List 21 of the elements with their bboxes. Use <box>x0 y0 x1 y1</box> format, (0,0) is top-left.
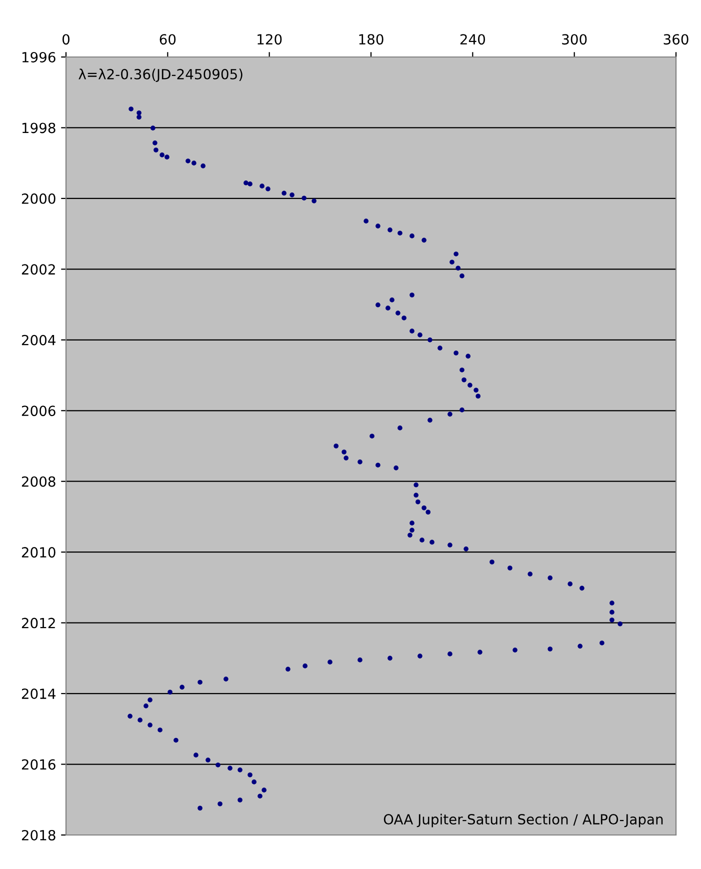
y-tick-label: 1996 <box>22 52 56 62</box>
y-tick-label: 2002 <box>22 264 55 275</box>
y-tick-label: 2000 <box>22 193 56 204</box>
x-tick-label: 60 <box>160 34 176 45</box>
x-tick-label: 0 <box>62 34 70 45</box>
annotation: OAA Jupiter-Saturn Section / ALPO-Japan <box>384 814 663 828</box>
y-tick-label: 2006 <box>22 406 56 416</box>
x-tick-label: 180 <box>359 34 384 45</box>
y-tick-label: 2016 <box>22 759 56 770</box>
y-tick-label: 2018 <box>22 830 56 840</box>
x-tick-label: 300 <box>562 34 587 45</box>
x-tick-label: 360 <box>664 34 688 45</box>
y-tick-label: 2012 <box>22 618 55 628</box>
y-tick-label: 2008 <box>22 476 56 487</box>
y-tick-label: 2010 <box>22 547 56 558</box>
x-tick-label: 240 <box>460 34 485 45</box>
y-tick-label: 1998 <box>22 122 56 134</box>
x-tick-label: 120 <box>258 34 282 45</box>
y-tick-label: 2004 <box>22 334 56 346</box>
y-tick-label: 2014 <box>22 688 56 700</box>
annotation: λ=λ2-0.36(JD-2450905) <box>78 68 242 82</box>
